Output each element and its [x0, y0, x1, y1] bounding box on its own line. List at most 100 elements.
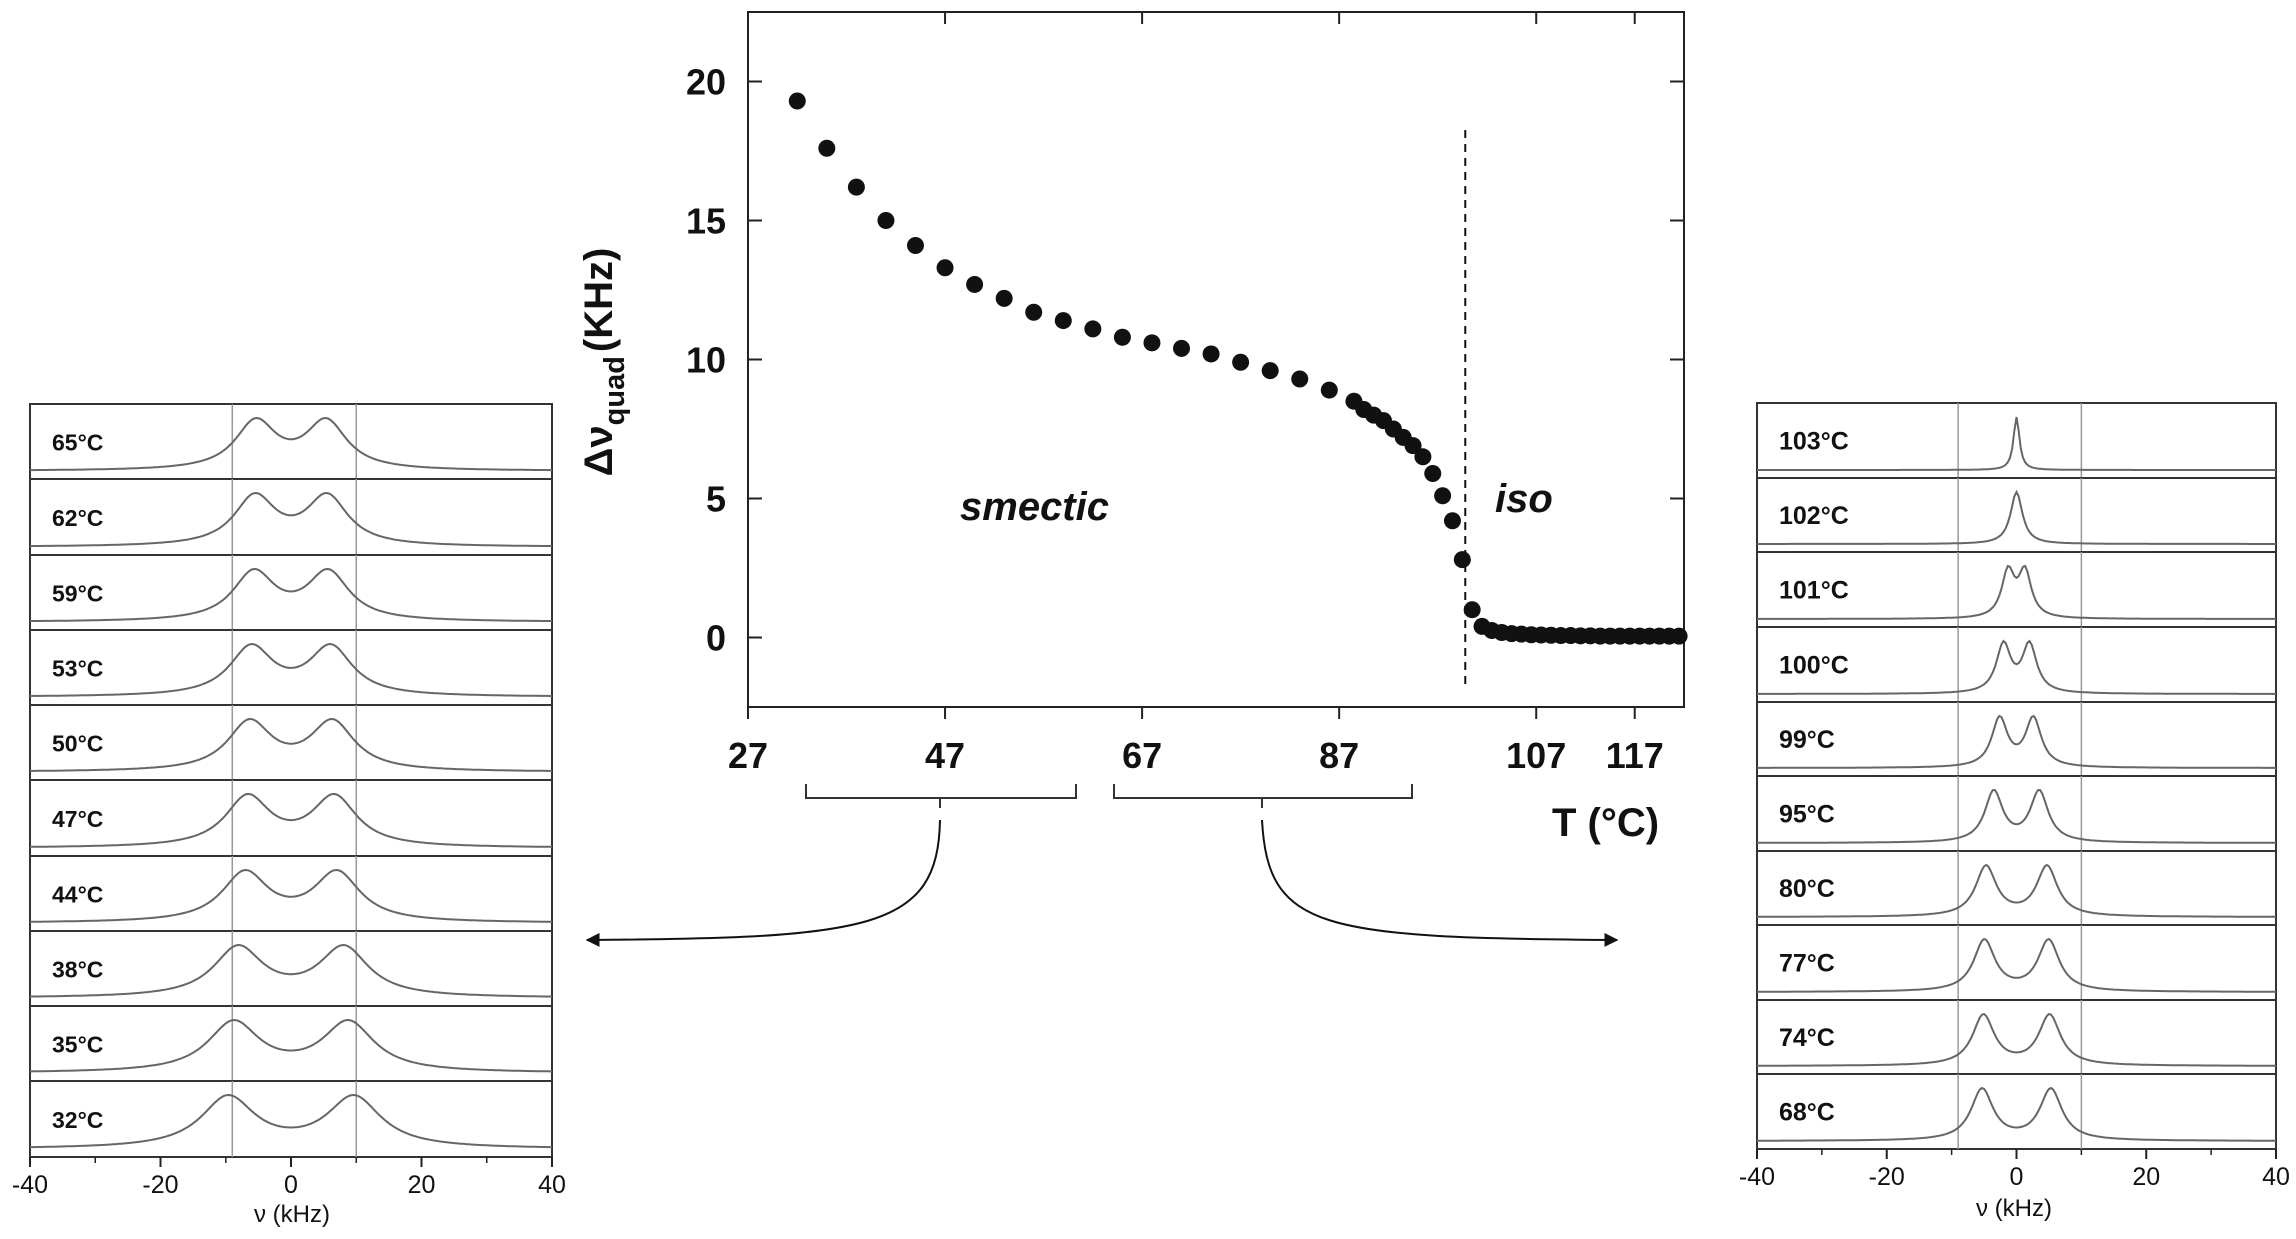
- temperature-label: 59°C: [52, 581, 103, 607]
- spectrum-line: [30, 642, 552, 697]
- spectrum-line: [1757, 937, 2276, 993]
- spectrum-line: [1757, 788, 2276, 844]
- spectrum-line: [30, 1093, 552, 1149]
- data-point: [1113, 328, 1131, 346]
- spectrum-x-tick-label: 0: [2010, 1163, 2024, 1191]
- data-point: [1424, 464, 1442, 482]
- data-point: [906, 237, 924, 255]
- data-point: [936, 259, 954, 277]
- spectrum-x-tick-label: -40: [1739, 1163, 1775, 1191]
- temperature-label: 74°C: [1779, 1024, 1835, 1052]
- main-chart: 0 5 10 15 20 27 47 67 87 107 117 smectic iso Δνqu…: [577, 11, 1688, 947]
- spectrum-line: [1757, 1012, 2276, 1067]
- main-y-tick-label: 20: [686, 62, 726, 103]
- data-point: [847, 178, 865, 196]
- svg-text:Δνquad(KHz): Δνquad (KHz): [577, 248, 631, 477]
- right-spectra-panel: 103°C 102°C 101°C 100°C 99°C 95°C 80°C 77°C 74°C…: [1739, 402, 2290, 1222]
- spectrum-x-tick-label: 40: [2262, 1163, 2290, 1191]
- temperature-label: 44°C: [52, 882, 103, 908]
- left-spectra-panel: 65°C 62°C 59°C 53°C 50°C 47°C 44°C 38°C 35°C 32°C…: [12, 403, 566, 1228]
- data-point: [1173, 339, 1191, 357]
- spectrum-row-frame: [1756, 1073, 2277, 1150]
- data-point: [966, 275, 984, 293]
- spectrum-x-tick-label: -40: [12, 1171, 48, 1199]
- spectrum-x-tick-label: 40: [538, 1171, 566, 1199]
- left-x-axis-label: ν (kHz): [254, 1201, 330, 1228]
- ylabel-unit: (KHz): [577, 248, 621, 352]
- spectrum-line: [1757, 714, 2276, 769]
- left-x-ticks: -40 -20 0 20 40: [12, 1157, 566, 1199]
- spectrum-x-tick-label: 0: [284, 1171, 298, 1199]
- temperature-label: 68°C: [1779, 1099, 1835, 1127]
- right-spectra-rows: 103°C 102°C 101°C 100°C 99°C 95°C 80°C 77°C 74°C…: [1756, 402, 2277, 1150]
- data-point: [1414, 448, 1432, 466]
- spectrum-line: [1757, 1086, 2276, 1142]
- data-point: [818, 139, 836, 157]
- temperature-label: 102°C: [1779, 502, 1849, 530]
- data-point: [1143, 334, 1161, 352]
- spectrum-line: [30, 1018, 552, 1073]
- spectrum-line: [1757, 863, 2276, 918]
- spectrum-row-frame: [1756, 701, 2277, 777]
- spectrum-row-frame: [1756, 924, 2277, 1001]
- spectrum-x-tick-label: 20: [2132, 1163, 2160, 1191]
- main-y-tick-label: 10: [686, 340, 726, 381]
- spectrum-line: [1757, 564, 2276, 620]
- data-point: [1453, 551, 1471, 569]
- data-point: [1291, 370, 1309, 388]
- temperature-label: 101°C: [1779, 577, 1849, 605]
- spectrum-x-tick-label: 20: [408, 1171, 436, 1199]
- spectrum-row-frame: [29, 779, 553, 857]
- right-x-axis-label: ν (kHz): [1976, 1195, 2052, 1222]
- temperature-label: 80°C: [1779, 875, 1835, 903]
- main-x-tick-label: 87: [1319, 735, 1359, 776]
- spectrum-line: [1757, 489, 2276, 545]
- main-data-points: [788, 92, 1688, 645]
- arrow-to-right-panel: [1261, 819, 1619, 947]
- spectrum-line: [30, 717, 552, 772]
- data-point: [995, 289, 1013, 307]
- spectrum-line: [29, 943, 553, 998]
- data-point: [1404, 437, 1422, 455]
- data-point: [1084, 320, 1102, 338]
- main-x-tick-label: 117: [1606, 735, 1664, 776]
- spectrum-x-tick-label: -20: [1869, 1163, 1905, 1191]
- spectrum-row-frame: [1756, 999, 2277, 1075]
- main-y-tick-label: 15: [686, 201, 726, 242]
- data-point: [1202, 345, 1220, 363]
- arrow-to-left-panel: [585, 819, 941, 947]
- data-point: [1232, 353, 1250, 371]
- ylabel-main: Δν: [577, 425, 621, 476]
- data-point: [1025, 303, 1043, 321]
- spectrum-x-tick-label: -20: [142, 1171, 178, 1199]
- spectrum-line: [30, 416, 552, 472]
- data-point: [1434, 487, 1452, 505]
- data-point: [1670, 627, 1688, 645]
- ylabel-sub: quad: [599, 356, 631, 425]
- spectrum-line: [30, 868, 552, 923]
- spectrum-row-frame: [1756, 775, 2277, 852]
- temperature-label: 103°C: [1779, 428, 1849, 456]
- region-label-smectic: smectic: [960, 485, 1109, 529]
- main-x-tick-label: 27: [728, 735, 768, 776]
- temperature-label: 65°C: [52, 430, 103, 456]
- data-point: [1443, 512, 1461, 530]
- temperature-label: 35°C: [52, 1032, 103, 1058]
- main-y-axis-label: Δνquad (KHz): [577, 248, 631, 477]
- bracket-left: [805, 784, 1077, 808]
- main-x-tick-label: 47: [925, 735, 965, 776]
- temperature-label: 95°C: [1779, 801, 1835, 829]
- left-spectra-rows: 65°C 62°C 59°C 53°C 50°C 47°C 44°C 38°C 35°C 32°C: [29, 403, 553, 1158]
- temperature-label: 77°C: [1779, 950, 1835, 978]
- spectrum-line: [1757, 639, 2276, 695]
- temperature-label: 47°C: [52, 806, 103, 832]
- temperature-label: 62°C: [52, 505, 103, 531]
- main-x-tick-label: 67: [1122, 735, 1162, 776]
- main-x-axis-label: T (°C): [1552, 801, 1659, 845]
- main-y-tick-label: 5: [706, 479, 726, 520]
- temperature-label: 50°C: [52, 731, 103, 757]
- region-label-iso: iso: [1495, 477, 1553, 521]
- spectrum-row-frame: [29, 478, 553, 556]
- temperature-label: 32°C: [52, 1107, 103, 1133]
